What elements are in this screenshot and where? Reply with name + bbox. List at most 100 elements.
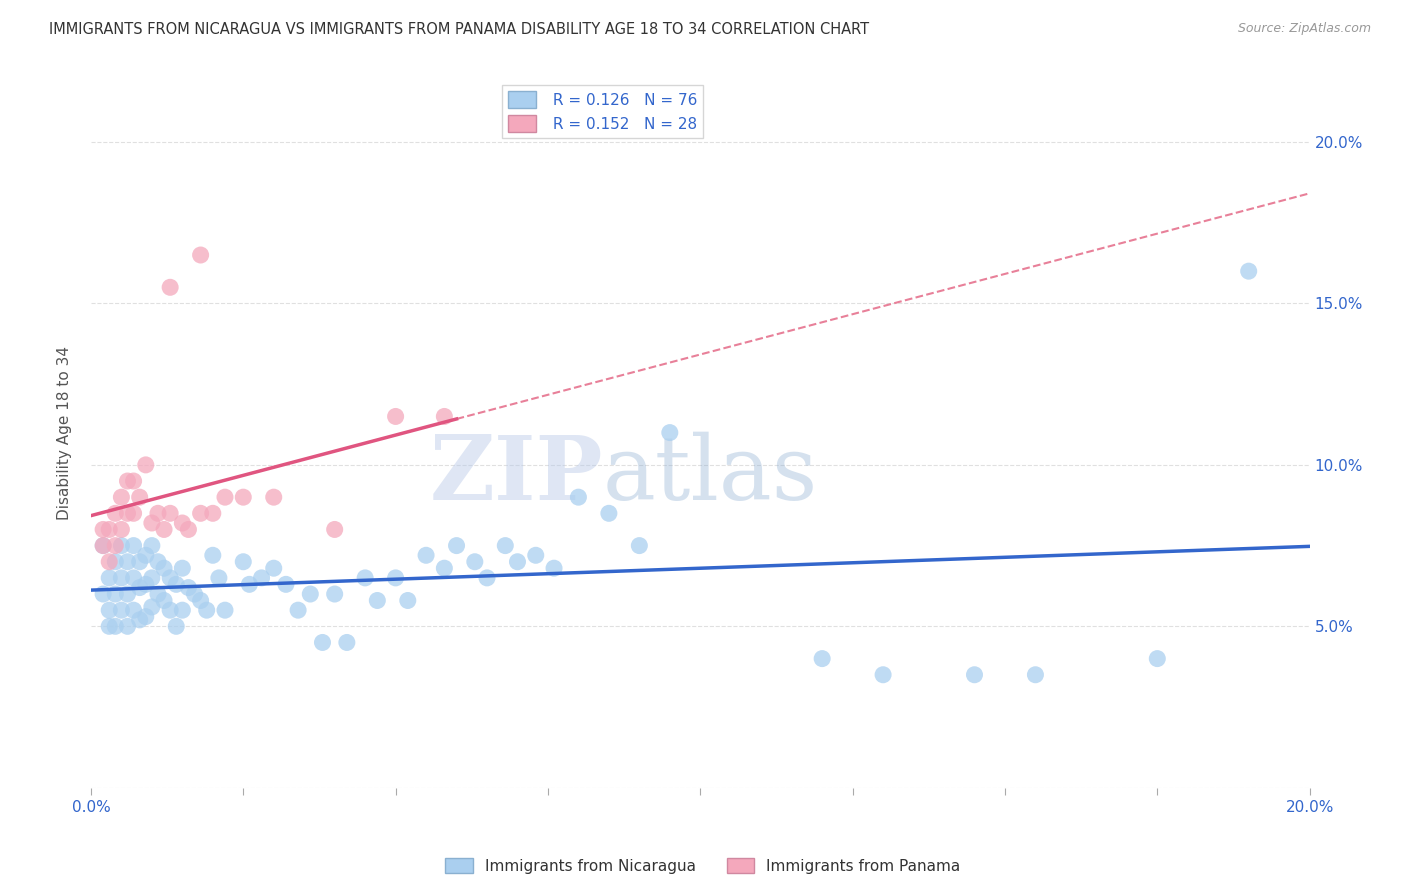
Text: IMMIGRANTS FROM NICARAGUA VS IMMIGRANTS FROM PANAMA DISABILITY AGE 18 TO 34 CORR: IMMIGRANTS FROM NICARAGUA VS IMMIGRANTS … — [49, 22, 869, 37]
Point — [153, 593, 176, 607]
Point — [190, 506, 212, 520]
Point — [1146, 651, 1168, 665]
Point — [232, 555, 254, 569]
Point — [287, 603, 309, 617]
Point — [122, 571, 145, 585]
Point — [190, 248, 212, 262]
Point — [153, 523, 176, 537]
Point — [274, 577, 297, 591]
Point — [323, 523, 346, 537]
Point — [128, 555, 150, 569]
Point — [141, 516, 163, 530]
Point — [135, 458, 157, 472]
Point — [1024, 667, 1046, 681]
Point — [91, 539, 114, 553]
Point — [232, 490, 254, 504]
Point — [311, 635, 333, 649]
Point — [366, 593, 388, 607]
Point — [323, 587, 346, 601]
Point — [214, 603, 236, 617]
Point — [208, 571, 231, 585]
Point — [336, 635, 359, 649]
Point — [464, 555, 486, 569]
Point — [433, 409, 456, 424]
Point — [177, 581, 200, 595]
Point — [122, 474, 145, 488]
Point — [135, 577, 157, 591]
Legend:  R = 0.126   N = 76,  R = 0.152   N = 28: R = 0.126 N = 76, R = 0.152 N = 28 — [502, 85, 703, 138]
Point — [238, 577, 260, 591]
Point — [98, 523, 121, 537]
Point — [146, 506, 169, 520]
Point — [117, 506, 139, 520]
Point — [122, 506, 145, 520]
Point — [384, 571, 406, 585]
Point — [98, 555, 121, 569]
Y-axis label: Disability Age 18 to 34: Disability Age 18 to 34 — [58, 345, 72, 520]
Point — [159, 280, 181, 294]
Point — [299, 587, 322, 601]
Point — [384, 409, 406, 424]
Point — [91, 523, 114, 537]
Point — [567, 490, 589, 504]
Point — [122, 603, 145, 617]
Point — [98, 603, 121, 617]
Point — [110, 603, 132, 617]
Point — [195, 603, 218, 617]
Point — [963, 667, 986, 681]
Point — [122, 539, 145, 553]
Point — [117, 474, 139, 488]
Point — [524, 549, 547, 563]
Point — [110, 490, 132, 504]
Point — [190, 593, 212, 607]
Point — [172, 561, 194, 575]
Point — [263, 490, 285, 504]
Text: ZIP: ZIP — [429, 432, 603, 519]
Point — [475, 571, 498, 585]
Point — [433, 561, 456, 575]
Point — [117, 619, 139, 633]
Point — [141, 539, 163, 553]
Point — [110, 571, 132, 585]
Point — [811, 651, 834, 665]
Point — [104, 619, 127, 633]
Point — [598, 506, 620, 520]
Point — [201, 549, 224, 563]
Point — [141, 599, 163, 614]
Point — [165, 619, 187, 633]
Point — [165, 577, 187, 591]
Point — [396, 593, 419, 607]
Point — [159, 506, 181, 520]
Point — [98, 619, 121, 633]
Point — [183, 587, 205, 601]
Point — [177, 523, 200, 537]
Point — [201, 506, 224, 520]
Point — [172, 603, 194, 617]
Point — [159, 603, 181, 617]
Point — [98, 571, 121, 585]
Point — [91, 587, 114, 601]
Point — [415, 549, 437, 563]
Point — [128, 490, 150, 504]
Point — [658, 425, 681, 440]
Point — [543, 561, 565, 575]
Point — [214, 490, 236, 504]
Point — [104, 539, 127, 553]
Point — [128, 613, 150, 627]
Point — [263, 561, 285, 575]
Point — [128, 581, 150, 595]
Text: Source: ZipAtlas.com: Source: ZipAtlas.com — [1237, 22, 1371, 36]
Point — [446, 539, 468, 553]
Point — [110, 539, 132, 553]
Point — [172, 516, 194, 530]
Point — [250, 571, 273, 585]
Point — [104, 555, 127, 569]
Point — [141, 571, 163, 585]
Legend: Immigrants from Nicaragua, Immigrants from Panama: Immigrants from Nicaragua, Immigrants fr… — [439, 852, 967, 880]
Point — [110, 523, 132, 537]
Point — [1237, 264, 1260, 278]
Point — [135, 549, 157, 563]
Point — [146, 555, 169, 569]
Point — [117, 555, 139, 569]
Point — [146, 587, 169, 601]
